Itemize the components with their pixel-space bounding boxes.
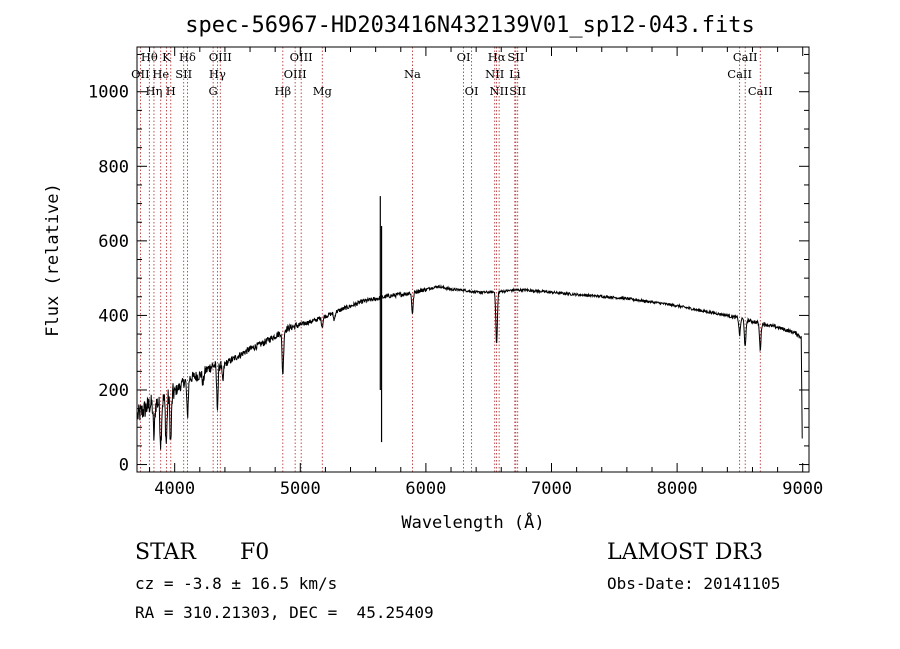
y-tick-label: 200 [98,381,129,401]
line-label: OIII [209,50,232,64]
line-label: SII [507,50,524,64]
line-label: K [162,50,171,64]
y-tick-label: 800 [98,157,129,177]
line-label: CaII [748,84,773,98]
line-label: H [166,84,176,98]
y-axis-label: Flux (relative) [43,183,63,337]
y-axis: 0 200 400 600 800 1000 [88,53,809,476]
x-axis: 4000 5000 6000 7000 8000 9000 [149,47,823,499]
y-tick-label: 1000 [88,83,129,103]
plot-frame [136,46,810,473]
line-label: NII [485,67,504,81]
line-label: G [209,84,218,98]
line-label: Na [404,67,421,81]
line-label: OI [465,84,479,98]
line-label: Hγ [209,67,226,81]
line-label: Hδ [179,50,196,64]
spectral-line-labels: Hθ OII Hη He K H Hδ SII OIII Hγ G Hβ OIII OIII Mg Na OI O… [131,50,773,98]
line-label: Hη [145,84,162,98]
x-tick-label: 9000 [782,479,823,499]
x-axis-label: Wavelength (Å) [401,511,544,533]
line-label: He [152,67,169,81]
spectral-line-markers [139,47,761,472]
line-label: OI [457,50,471,64]
spike-artifacts [379,196,383,443]
y-tick-label: 0 [119,456,129,476]
chart-title: spec-56967-HD203416N432139V01_sp12-043.f… [185,13,755,38]
line-label: OII [131,67,150,81]
line-label: OIII [284,67,307,81]
line-label: Hθ [141,50,158,64]
observation-date: Obs-Date: 20141105 [607,574,781,593]
line-label: Hβ [274,84,291,98]
line-label: SII [175,67,192,81]
y-tick-label: 400 [98,306,129,326]
x-tick-label: 5000 [280,479,321,499]
line-label: Li [509,67,521,81]
spectrum-line [137,284,803,450]
line-label: Hα [488,50,506,64]
x-tick-label: 8000 [657,479,698,499]
x-tick-label: 7000 [531,479,572,499]
line-label: CaII [727,67,752,81]
survey-name: LAMOST DR3 [607,540,763,565]
coordinates: RA = 310.21303, DEC = 45.25409 [135,603,434,622]
line-label: NII [490,84,509,98]
line-label: Mg [313,84,333,98]
redshift-cz: cz = -3.8 ± 16.5 km/s [135,574,338,593]
line-label: OIII [290,50,313,64]
object-class: STAR [135,540,196,565]
line-label: SII [509,84,526,98]
x-tick-label: 6000 [405,479,446,499]
line-label: CaII [733,50,758,64]
spectral-subclass: F0 [240,540,270,565]
x-tick-label: 4000 [154,479,195,499]
y-tick-label: 600 [98,232,129,252]
